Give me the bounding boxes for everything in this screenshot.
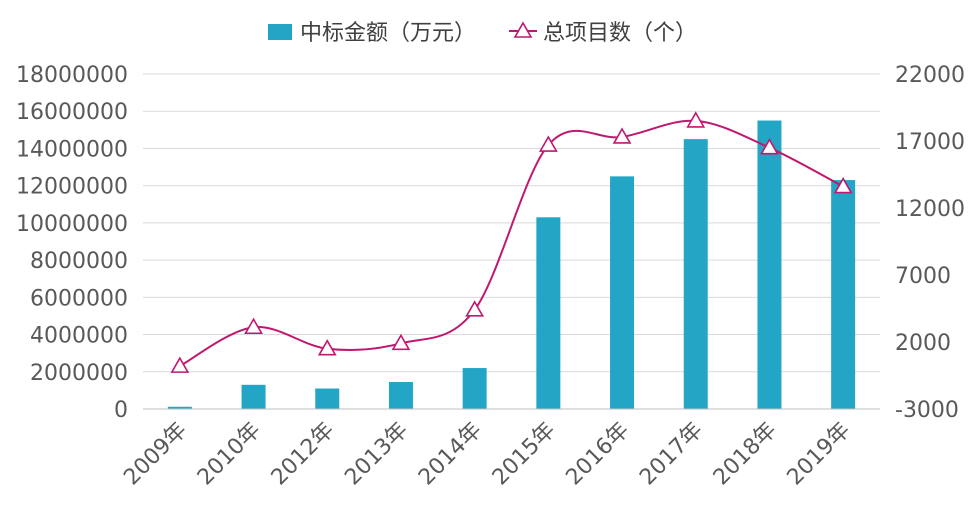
line-marker-triangle	[833, 176, 853, 194]
legend-line-label: 总项目数（个）	[543, 21, 697, 46]
x-tick-label: 2010年	[193, 418, 266, 491]
bar	[536, 217, 561, 409]
x-tick-label: 2013年	[340, 418, 413, 491]
line-marker-triangle	[244, 317, 263, 335]
right-y-tick-label: 2000	[895, 331, 951, 356]
bar	[241, 384, 266, 409]
left-y-tick-label: 12000000	[16, 175, 128, 200]
left-y-tick-label: 8000000	[30, 249, 128, 274]
x-tick-label: 2016年	[561, 418, 634, 491]
x-tick-label: 2017年	[635, 418, 708, 491]
legend-triangle-marker	[513, 21, 533, 38]
legend-bar-swatch	[268, 24, 292, 40]
line-series	[170, 111, 853, 373]
right-y-tick-label: -3000	[895, 398, 959, 423]
left-y-tick-label: 4000000	[30, 324, 128, 349]
right-y-tick-label: 17000	[895, 130, 965, 155]
left-y-tick-label: 2000000	[30, 361, 128, 386]
bar	[683, 139, 708, 409]
left-y-tick-label: 18000000	[16, 63, 128, 88]
x-tick-label: 2015年	[488, 418, 561, 491]
gridlines	[143, 73, 880, 410]
bar	[167, 406, 192, 409]
right-y-tick-label: 12000	[895, 197, 965, 222]
right-y-tick-label: 22000	[895, 63, 965, 88]
line-marker-triangle	[317, 339, 337, 356]
left-y-tick-label: 6000000	[30, 286, 128, 311]
line-marker-triangle	[612, 127, 632, 144]
right-y-tick-label: 7000	[895, 264, 951, 289]
line-marker-triangle	[686, 111, 706, 128]
legend: 中标金额（万元） 总项目数（个）	[268, 21, 697, 46]
left-y-tick-label: 10000000	[16, 212, 128, 237]
bar	[610, 176, 635, 409]
x-tick-label: 2018年	[709, 418, 782, 491]
left-y-tick-label: 16000000	[16, 100, 128, 125]
x-tick-label: 2019年	[783, 418, 856, 491]
line-path	[179, 119, 844, 368]
line-marker-triangle	[465, 300, 485, 317]
x-tick-label: 2009年	[119, 418, 192, 491]
legend-bar-label: 中标金额（万元）	[300, 21, 476, 46]
left-y-tick-label: 14000000	[16, 137, 128, 162]
bar	[388, 382, 413, 409]
bar	[831, 180, 856, 409]
left-y-tick-label: 0	[114, 398, 128, 423]
x-axis: 2009年 2010年 2012年 2013年 2014年 2015年 2016年 2017年…	[119, 408, 880, 491]
bar	[757, 120, 782, 410]
bar	[315, 388, 340, 409]
right-y-axis: -3000 2000 7000 12000 17000 22000	[895, 63, 965, 423]
x-tick-label: 2012年	[267, 418, 340, 491]
line-marker-triangle	[538, 135, 558, 152]
bar-series	[167, 120, 856, 410]
bar	[462, 368, 487, 409]
line-marker-triangle	[170, 356, 190, 373]
line-marker-triangle	[760, 138, 779, 155]
line-marker-triangle	[391, 333, 411, 351]
left-y-axis: 0 2000000 4000000 6000000 8000000 10000000 120…	[16, 63, 128, 423]
x-tick-label: 2014年	[414, 418, 487, 491]
